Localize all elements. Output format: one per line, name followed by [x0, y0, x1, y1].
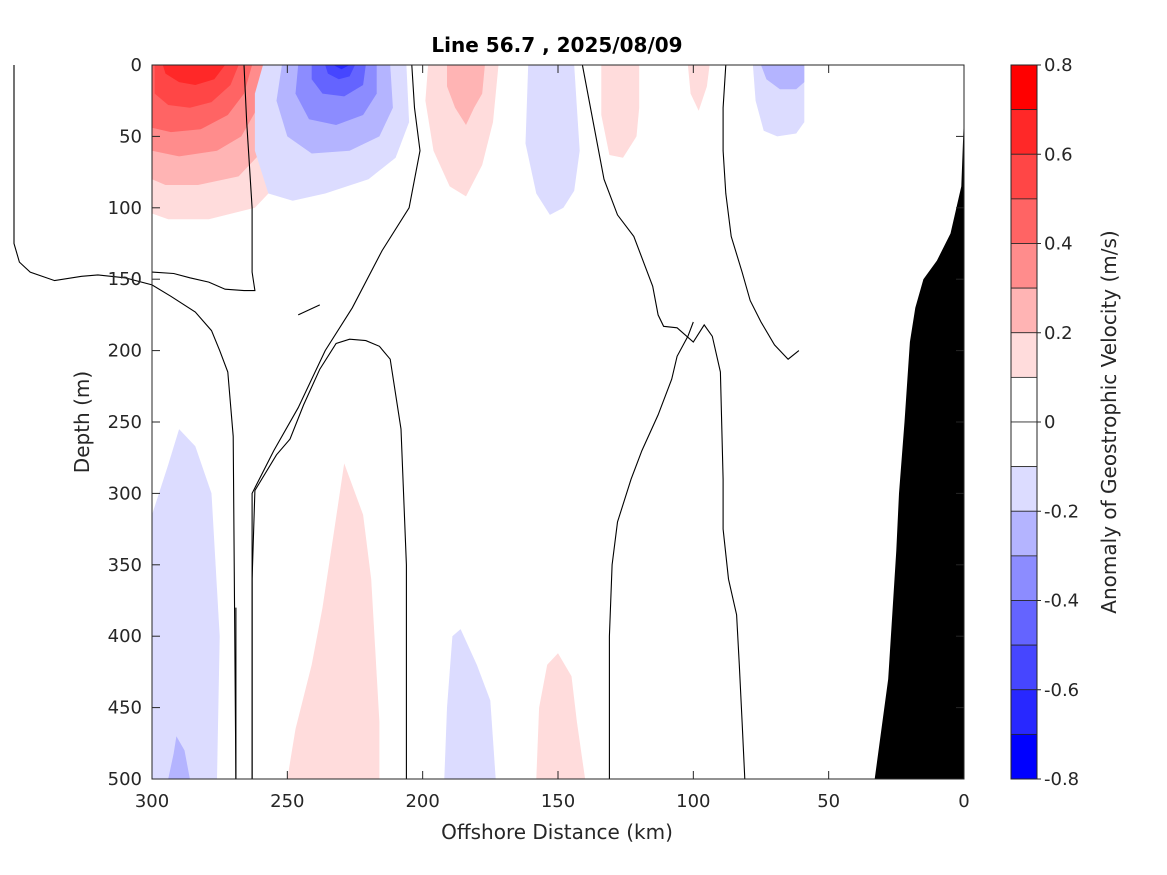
y-tick-label: 350: [108, 555, 142, 576]
x-tick-label: 150: [541, 791, 575, 812]
colorbar-level: [1010, 510, 1038, 557]
colorbar: 0.8 0.6 0.4 0.2 0 -0.2 -0.4 -0.6 -0.8: [1010, 55, 1079, 790]
zero-contour-line: [608, 321, 694, 779]
x-tick-label: 300: [135, 791, 169, 812]
colorbar-tick-label: 0.4: [1044, 234, 1073, 255]
colorbar-ticks: 0.8 0.6 0.4 0.2 0 -0.2 -0.4 -0.6 -0.8: [1037, 55, 1079, 790]
surface-negative-75km-region: [761, 65, 805, 90]
y-tick-label: 200: [108, 341, 142, 362]
colorbar-tick-label: 0: [1044, 412, 1055, 433]
zero-contour-line: [151, 64, 256, 292]
colorbar-level: [1010, 421, 1038, 468]
surface-negative-230km-region: [325, 65, 355, 80]
zero-contour-line: [722, 64, 800, 360]
deep-negative-300km-region: [168, 736, 190, 779]
colorbar-level: [1010, 153, 1038, 200]
filled-contours: [152, 65, 805, 779]
colorbar-level: [1010, 109, 1038, 155]
colorbar-tick-label: -0.2: [1044, 501, 1079, 522]
colorbar-levels: [1010, 64, 1038, 780]
colorbar-tick-label: 0.8: [1044, 55, 1073, 76]
colorbar-level: [1010, 689, 1038, 735]
bathymetry-layer: [874, 115, 964, 779]
colorbar-level: [1010, 287, 1038, 334]
zero-contour-line: [581, 64, 746, 780]
y-tick-label: 150: [108, 269, 142, 290]
x-tick-label: 0: [958, 791, 969, 812]
y-tick-label: 0: [131, 55, 142, 76]
zero-contour-lines: [13, 64, 800, 780]
y-axis-label: Depth (m): [70, 371, 94, 473]
plot-area: [13, 64, 965, 780]
surface-positive-100km-region: [687, 65, 710, 111]
colorbar-level: [1010, 243, 1038, 289]
zero-contour-line: [13, 65, 237, 780]
colorbar-level: [1010, 733, 1038, 780]
colorbar-level: [1010, 644, 1038, 691]
colorbar-level: [1010, 198, 1038, 244]
zero-contour-line: [297, 304, 321, 316]
y-tick-label: 450: [108, 698, 142, 719]
colorbar-tick-label: 0.6: [1044, 144, 1073, 165]
zero-contour-line: [251, 338, 407, 779]
x-axis-label: Offshore Distance (km): [441, 820, 673, 844]
colorbar-tick-label: 0.2: [1044, 323, 1073, 344]
chart-title: Line 56.7 , 2025/08/09: [431, 33, 682, 57]
colorbar-level: [1010, 332, 1038, 378]
colorbar-level: [1010, 376, 1038, 423]
deep-positive-150km-region: [536, 653, 586, 779]
surface-negative-230km-region: [311, 65, 366, 97]
x-tick-label: 250: [270, 791, 304, 812]
deep-negative-185km-region: [444, 629, 496, 779]
y-tick-label: 500: [108, 769, 142, 790]
y-axis-ticks: 0 50 100 150 200 250 300 350 400 450 500: [108, 55, 964, 790]
y-tick-label: 400: [108, 626, 142, 647]
seafloor-bathymetry: [874, 115, 964, 779]
x-tick-label: 100: [676, 791, 710, 812]
y-tick-label: 50: [119, 126, 142, 147]
surface-positive-300km-region: [162, 65, 226, 85]
deep-positive-230km-region: [287, 463, 380, 779]
colorbar-level: [1010, 64, 1038, 111]
colorbar-tick-label: -0.6: [1044, 680, 1079, 701]
y-tick-label: 250: [108, 412, 142, 433]
colorbar-level: [1010, 600, 1038, 646]
surface-negative-230km-region: [333, 65, 350, 70]
surface-negative-155km-region: [525, 65, 580, 215]
colorbar-level: [1010, 555, 1038, 601]
x-axis-ticks: 300 250 200 150 100 50 0: [135, 65, 970, 812]
zero-contour-line: [251, 64, 421, 779]
colorbar-level: [1010, 466, 1038, 512]
x-tick-label: 200: [405, 791, 439, 812]
colorbar-tick-label: -0.8: [1044, 769, 1079, 790]
y-tick-label: 100: [108, 198, 142, 219]
surface-positive-125km-region: [601, 65, 640, 158]
colorbar-tick-label: -0.4: [1044, 591, 1079, 612]
surface-positive-185km-region: [425, 65, 499, 197]
x-tick-label: 50: [817, 791, 840, 812]
colorbar-label: Anomaly of Geostrophic Velocity (m/s): [1097, 230, 1121, 613]
y-tick-label: 300: [108, 483, 142, 504]
surface-positive-185km-region: [447, 65, 485, 125]
deep-negative-300km-region: [152, 429, 220, 779]
